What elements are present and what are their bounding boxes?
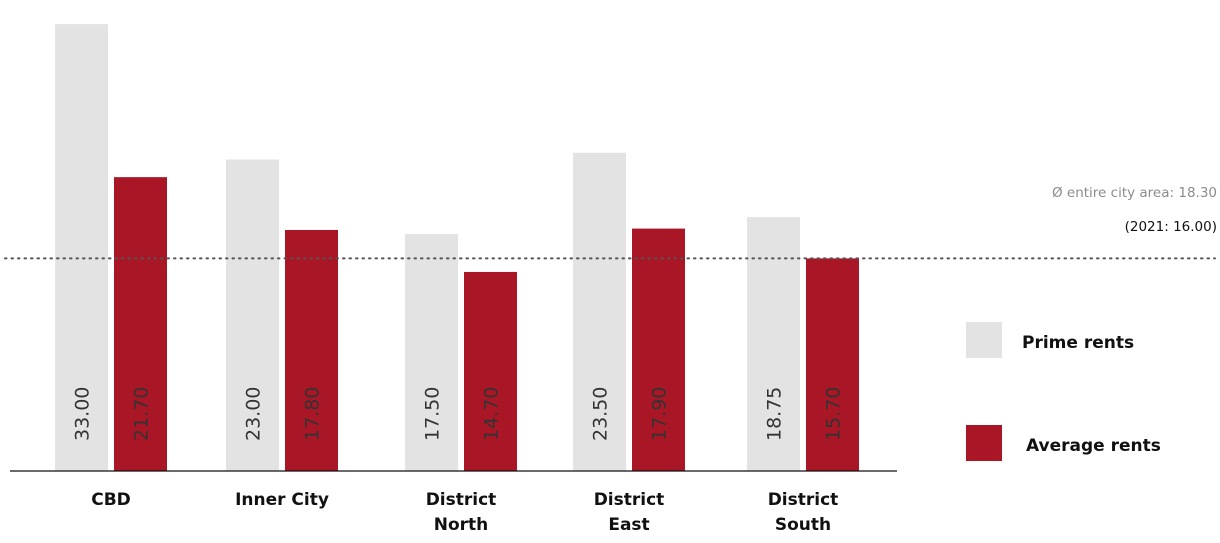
category-label-2-0: District [426,490,497,510]
bar-value-label-prime-1: 23.00 [243,387,265,441]
legend-swatch-prime [966,322,1002,358]
legend-label-average: Average rents [1026,436,1161,456]
category-label-4-0: District [768,490,839,510]
bar-prime-0 [55,24,108,471]
bar-prime-4 [747,217,800,471]
bar-prime-2 [405,234,458,471]
bar-value-label-average-4: 15.70 [823,387,845,441]
category-label-1-0: Inner City [235,490,329,510]
reference-line-previous-label: (2021: 16.00) [1125,219,1217,235]
bar-value-label-prime-3: 23.50 [590,387,612,441]
category-label-3-0: District [594,490,665,510]
bar-prime-3 [573,152,626,472]
bar-value-label-average-3: 17.90 [649,387,671,441]
bar-value-label-average-2: 14.70 [481,387,503,441]
bar-value-label-prime-0: 33.00 [72,387,94,441]
bar-average-1 [285,229,338,471]
category-label-3-1: East [608,515,649,535]
bar-value-label-average-0: 21.70 [131,387,153,441]
category-label-0-0: CBD [91,490,131,510]
bar-average-2 [464,271,517,471]
category-label-4-1: South [775,515,831,535]
bar-average-4 [806,258,859,471]
bar-average-3 [632,228,685,471]
bar-average-0 [114,177,167,472]
category-label-2-1: North [434,515,489,535]
bar-value-label-prime-4: 18.75 [764,387,786,441]
bar-prime-1 [226,159,279,471]
legend-label-prime: Prime rents [1022,333,1134,353]
legend-swatch-average [966,425,1002,461]
reference-line-label: Ø entire city area: 18.30 [1052,185,1217,201]
bar-value-label-average-1: 17.80 [302,387,324,441]
bar-value-label-prime-2: 17.50 [422,387,444,441]
